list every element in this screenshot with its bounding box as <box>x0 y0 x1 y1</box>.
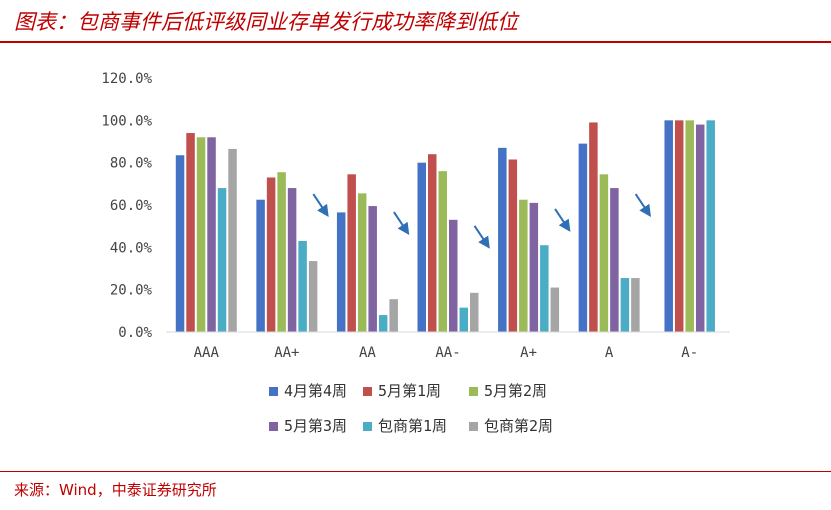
legend-label: 5月第1周 <box>378 382 441 400</box>
bar <box>176 155 185 332</box>
y-tick-label: 120.0% <box>101 71 152 87</box>
bar <box>207 137 216 332</box>
legend-swatch <box>269 422 278 431</box>
bar <box>664 120 673 332</box>
x-tick-label: A- <box>681 345 698 361</box>
legend-label: 包商第2周 <box>484 417 553 435</box>
y-tick-label: 40.0% <box>110 240 153 256</box>
bar <box>540 245 549 332</box>
bar <box>298 241 307 332</box>
y-tick-label: 80.0% <box>110 156 153 172</box>
down-arrow-icon <box>394 212 406 230</box>
x-tick-label: AA+ <box>274 345 299 361</box>
legend-swatch <box>269 387 278 396</box>
y-tick-label: 100.0% <box>101 113 152 129</box>
bar <box>228 149 237 332</box>
bar <box>460 308 469 332</box>
bar <box>498 148 507 332</box>
bar <box>218 188 227 332</box>
bar <box>519 200 528 332</box>
bar <box>379 315 388 332</box>
bars <box>176 120 715 332</box>
bar <box>288 188 297 332</box>
chart-title: 图表：包商事件后低评级同业存单发行成功率降到低位 <box>14 6 518 36</box>
footer-divider <box>0 471 831 472</box>
bar <box>449 220 458 332</box>
bar <box>621 278 630 332</box>
bar <box>579 144 588 332</box>
bar <box>186 133 195 332</box>
bar <box>347 174 356 332</box>
down-arrow-icon <box>636 194 648 212</box>
bar <box>439 171 448 332</box>
x-tick-label: A <box>605 345 614 361</box>
bar <box>418 163 427 332</box>
legend-label: 5月第2周 <box>484 382 547 400</box>
bar <box>428 154 437 332</box>
bar <box>685 120 694 332</box>
legend-swatch <box>469 422 478 431</box>
y-tick-label: 20.0% <box>110 283 153 299</box>
source-note: 来源：Wind，中泰证券研究所 <box>14 479 217 500</box>
x-axis: AAA AA+ AA AA- A+ A A- <box>166 332 730 361</box>
down-arrow-icon <box>313 194 325 212</box>
bar <box>589 122 598 332</box>
bar <box>509 159 518 332</box>
x-tick-label: AA- <box>435 345 460 361</box>
bar <box>197 137 206 332</box>
bar <box>389 299 398 332</box>
bar <box>256 200 265 332</box>
down-arrow-icon <box>555 209 567 227</box>
bar <box>337 212 346 332</box>
bar <box>551 288 560 332</box>
bar <box>530 203 539 332</box>
x-tick-label: AAA <box>194 345 220 361</box>
bar <box>309 261 318 332</box>
down-arrow-icon <box>475 226 487 244</box>
bar-chart: 0.0%20.0%40.0%60.0%80.0%100.0%120.0% AAA… <box>0 45 831 470</box>
bar <box>706 120 715 332</box>
bar <box>675 120 684 332</box>
title-divider <box>0 41 831 43</box>
bar <box>696 125 705 332</box>
legend-swatch <box>469 387 478 396</box>
legend-swatch <box>363 387 372 396</box>
bar <box>610 188 619 332</box>
bar <box>631 278 640 332</box>
bar <box>600 174 609 332</box>
legend-label: 5月第3周 <box>284 417 347 435</box>
bar <box>277 172 286 332</box>
bar <box>470 293 479 332</box>
legend-label: 4月第4周 <box>284 382 347 400</box>
bar <box>267 177 276 332</box>
legend: 4月第4周 5月第1周 5月第2周 5月第3周 包商第1周 包商第2周 <box>269 382 553 435</box>
y-tick-label: 0.0% <box>118 325 152 341</box>
y-axis: 0.0% 20.0% 40.0% 60.0% 80.0% 100.0% 120.0% <box>101 71 152 341</box>
x-tick-label: AA <box>359 345 376 361</box>
legend-label: 包商第1周 <box>378 417 447 435</box>
bar <box>358 193 367 332</box>
y-tick-label: 60.0% <box>110 198 153 214</box>
x-tick-label: A+ <box>520 345 537 361</box>
legend-swatch <box>363 422 372 431</box>
bar <box>368 206 377 332</box>
